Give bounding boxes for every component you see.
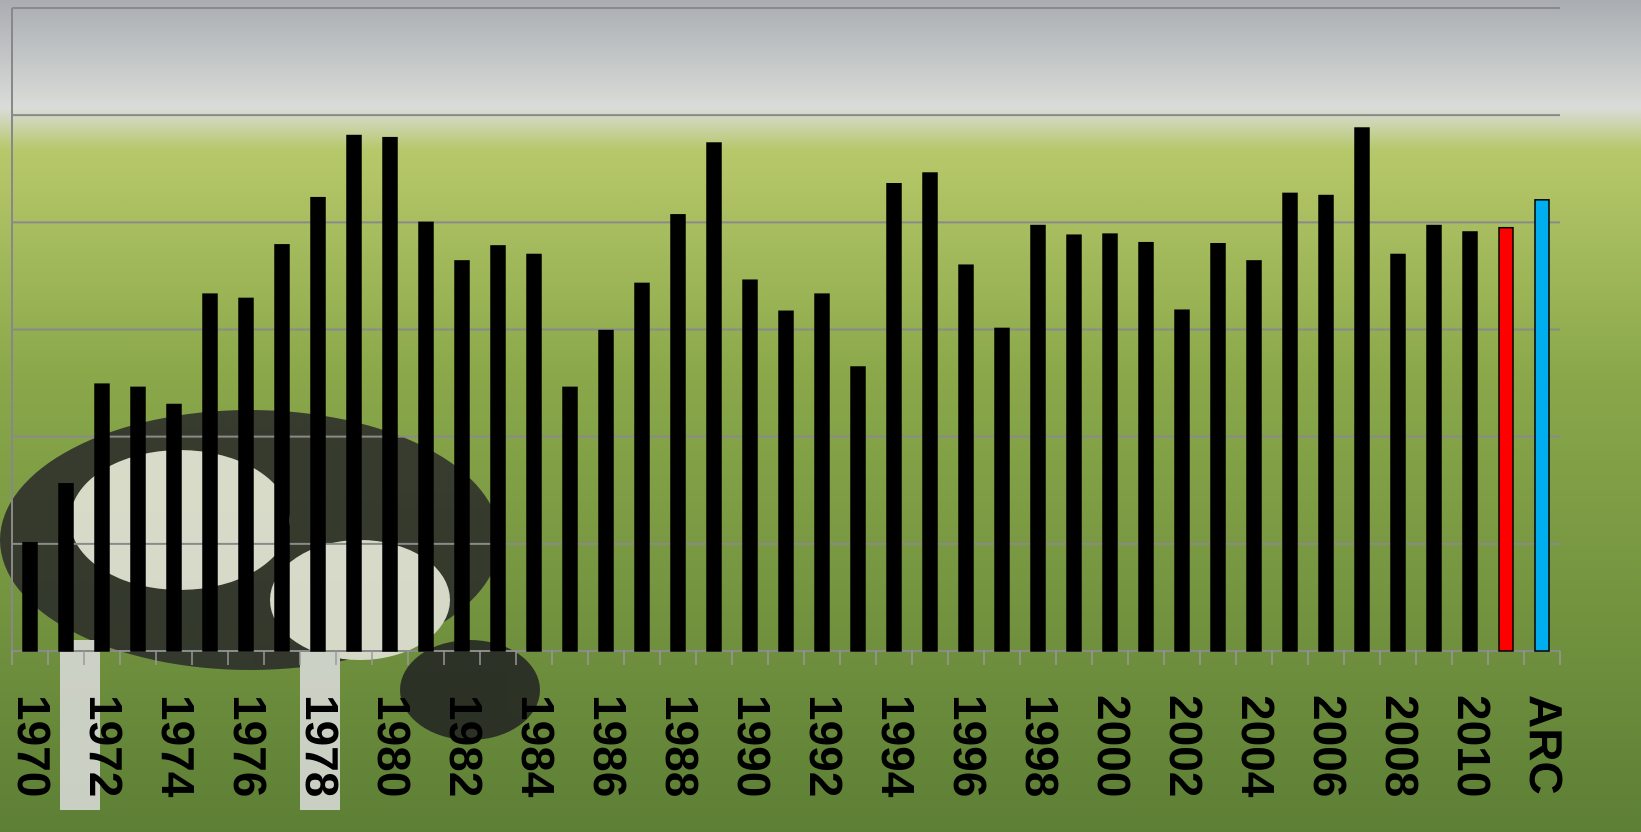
bar — [1282, 192, 1298, 652]
bar — [310, 196, 326, 652]
bar — [1246, 260, 1262, 652]
bar — [562, 386, 578, 652]
bar — [1354, 127, 1370, 652]
bar — [274, 244, 290, 652]
bar — [598, 329, 614, 652]
bar — [238, 297, 254, 652]
bar — [1318, 194, 1334, 652]
bar — [1534, 199, 1550, 652]
x-tick-label: 1988 — [656, 695, 708, 797]
bar — [742, 279, 758, 652]
bar — [814, 293, 830, 652]
x-tick-label: 1980 — [368, 695, 420, 797]
x-tick-label: 1996 — [944, 695, 996, 797]
x-tick-label: ARC — [1520, 695, 1572, 795]
x-tick-label: 1972 — [80, 695, 132, 797]
x-tick-label: 1970 — [8, 695, 60, 797]
bar — [850, 366, 866, 652]
x-tick-label: 1978 — [296, 695, 348, 797]
bar — [1138, 241, 1154, 652]
bar — [94, 383, 110, 652]
bar — [1030, 224, 1046, 652]
bar — [22, 542, 38, 652]
x-tick-label: 2004 — [1232, 695, 1284, 798]
x-tick-label: 1986 — [584, 695, 636, 797]
bar — [1102, 233, 1118, 652]
bar — [1498, 226, 1514, 652]
x-tick-label: 2002 — [1160, 695, 1212, 797]
bar — [454, 260, 470, 652]
x-tick-label: 2006 — [1304, 695, 1356, 797]
bar — [670, 214, 686, 652]
bar — [994, 327, 1010, 652]
x-tick-label: 1976 — [224, 695, 276, 797]
x-tick-label: 1984 — [512, 695, 564, 798]
x-tick-label: 1994 — [872, 695, 924, 798]
bar — [1390, 253, 1406, 652]
bar — [1210, 243, 1226, 652]
x-tick-label: 1974 — [152, 695, 204, 798]
bar — [58, 483, 74, 652]
bar — [958, 264, 974, 652]
bar — [1066, 234, 1082, 652]
bar — [202, 293, 218, 652]
x-tick-label: 2010 — [1448, 695, 1500, 797]
bar — [706, 142, 722, 652]
bar — [166, 403, 182, 652]
bar — [490, 245, 506, 652]
bar — [418, 221, 434, 652]
bar — [1462, 231, 1478, 652]
x-tick-label: 2008 — [1376, 695, 1428, 797]
bar — [382, 136, 398, 652]
x-tick-label: 1990 — [728, 695, 780, 797]
x-tick-label: 2000 — [1088, 695, 1140, 797]
x-tick-label: 1982 — [440, 695, 492, 797]
x-tick-label: 1992 — [800, 695, 852, 797]
bar — [130, 386, 146, 652]
bar — [778, 310, 794, 652]
bar — [1426, 224, 1442, 652]
bar — [634, 282, 650, 652]
bar — [526, 253, 542, 652]
bar — [346, 134, 362, 652]
bar — [922, 172, 938, 652]
x-tick-label: 1998 — [1016, 695, 1068, 797]
bar — [886, 183, 902, 652]
bar — [1174, 309, 1190, 652]
